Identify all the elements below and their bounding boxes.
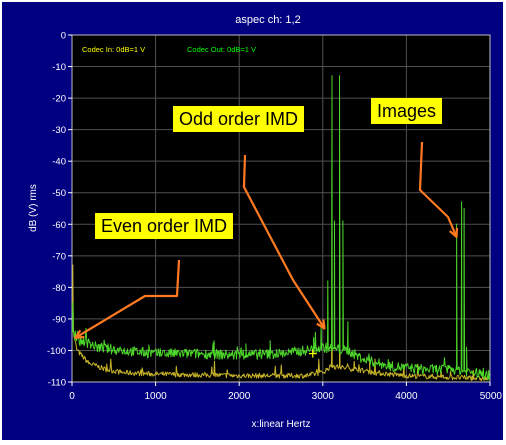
annotation-odd-order-imd: Odd order IMD bbox=[173, 106, 305, 132]
series-codec-out-peak bbox=[455, 223, 458, 225]
grid-lines bbox=[71, 34, 491, 383]
series-codec-out-peak bbox=[333, 220, 336, 222]
arrow-odd-order-imd-head bbox=[316, 319, 326, 330]
series-codec-in-line bbox=[71, 223, 491, 382]
series-codec-out-peak bbox=[327, 280, 329, 282]
x-tick-label: 1000 bbox=[144, 391, 167, 402]
series-codec-out-peak bbox=[338, 75, 341, 77]
x-tick-label: 0 bbox=[69, 391, 75, 402]
series-codec-out-peak bbox=[347, 321, 349, 323]
series-codec-out-peak bbox=[245, 343, 247, 345]
arrow-even-order-imd-head bbox=[74, 329, 85, 339]
y-tick-label: -10 bbox=[52, 62, 66, 73]
plot-area bbox=[72, 35, 490, 382]
arrow-even-order-imd bbox=[74, 259, 181, 339]
annotation-even-order-imd: Even order IMD bbox=[95, 213, 234, 239]
y-tick-label: -60 bbox=[52, 220, 66, 231]
series-codec-out-peak bbox=[331, 75, 333, 77]
y-axis-ticks: 0 -10 -20 -30 -40 -50 -60 -70 -80 -90 -100 -110 bbox=[47, 31, 72, 389]
y-tick-label: -80 bbox=[52, 283, 66, 294]
plot-border bbox=[71, 34, 491, 383]
y-tick-label: -90 bbox=[52, 314, 66, 325]
legend-codec-in: Codec In: 0dB=1 V bbox=[82, 45, 145, 54]
series-codec-out-peak bbox=[465, 346, 468, 348]
chart-svg: aspec ch: 1,2 0 -10 -20 -30 -40 -50 -60 -70 -80 -… bbox=[2, 2, 503, 440]
series-codec-out-peak bbox=[213, 340, 215, 342]
x-tick-label: 4000 bbox=[395, 391, 418, 402]
y-tick-label: -50 bbox=[52, 188, 66, 199]
series-codec-out-peak bbox=[342, 220, 344, 222]
chart-title: aspec ch: 1,2 bbox=[235, 14, 300, 26]
series-codec-out-peak bbox=[269, 340, 271, 342]
annotation-arrows bbox=[74, 141, 459, 339]
y-tick-label: -20 bbox=[52, 94, 66, 105]
x-axis-label: x:linear Hertz bbox=[252, 419, 311, 430]
series-codec-out-line bbox=[71, 75, 491, 381]
series-codec-out-peak bbox=[463, 207, 465, 210]
x-tick-label: 3000 bbox=[312, 391, 335, 402]
y-tick-label: -110 bbox=[48, 378, 66, 389]
y-tick-label: -30 bbox=[52, 125, 66, 136]
series-codec-out-peak bbox=[72, 302, 74, 304]
series-codec-in-peak bbox=[72, 264, 74, 266]
arrow-images-head bbox=[449, 227, 459, 238]
x-tick-label: 2000 bbox=[228, 391, 251, 402]
y-tick-label: -40 bbox=[52, 157, 66, 168]
cursor-marker bbox=[308, 349, 317, 358]
arrow-images bbox=[418, 141, 458, 238]
series-codec-out-peak bbox=[313, 337, 315, 339]
series-layer bbox=[71, 75, 491, 382]
y-tick-label: -100 bbox=[47, 346, 66, 357]
x-tick-label: 5000 bbox=[480, 391, 503, 402]
x-axis-ticks: 0 1000 2000 3000 4000 5000 bbox=[69, 382, 502, 402]
y-tick-label: 0 bbox=[61, 31, 66, 42]
legend-codec-out: Codec Out: 0dB=1 V bbox=[187, 45, 256, 54]
annotation-images: Images bbox=[371, 98, 443, 124]
y-tick-label: -70 bbox=[52, 251, 66, 262]
series-codec-out-peak bbox=[460, 201, 463, 203]
y-axis-label: dB (V) rms bbox=[28, 184, 39, 232]
chart-frame: aspec ch: 1,2 0 -10 -20 -30 -40 -50 -60 -70 -80 -… bbox=[2, 2, 503, 440]
arrow-odd-order-imd bbox=[242, 154, 326, 329]
